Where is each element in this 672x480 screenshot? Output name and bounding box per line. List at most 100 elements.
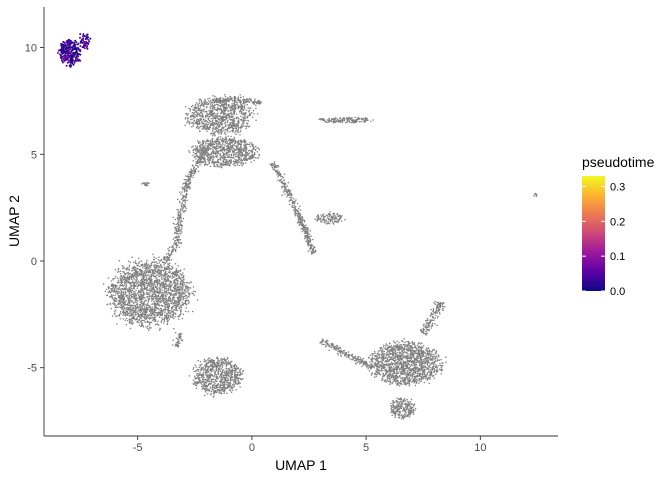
na-point bbox=[257, 147, 260, 150]
na-point bbox=[144, 310, 147, 312]
na-point bbox=[132, 316, 134, 318]
na-point bbox=[204, 367, 206, 370]
na-point bbox=[197, 105, 199, 108]
na-point bbox=[224, 141, 226, 144]
na-point bbox=[140, 324, 143, 327]
na-point bbox=[245, 156, 247, 158]
na-point bbox=[135, 284, 137, 287]
na-point bbox=[231, 389, 234, 391]
na-point bbox=[210, 374, 212, 376]
na-point bbox=[235, 126, 238, 128]
na-point bbox=[201, 120, 203, 123]
na-point bbox=[161, 282, 164, 284]
na-point bbox=[175, 279, 178, 281]
na-point bbox=[154, 312, 157, 314]
na-point bbox=[228, 141, 231, 144]
na-point bbox=[246, 143, 249, 145]
na-point bbox=[240, 107, 242, 110]
na-point bbox=[230, 366, 232, 368]
na-point bbox=[206, 149, 208, 151]
na-point bbox=[150, 314, 153, 317]
na-point bbox=[217, 166, 219, 168]
na-point bbox=[238, 377, 240, 379]
na-point bbox=[107, 277, 110, 279]
na-point bbox=[220, 150, 222, 152]
na-point bbox=[140, 306, 142, 309]
na-point bbox=[225, 133, 227, 136]
na-point bbox=[247, 110, 250, 113]
na-point bbox=[206, 371, 208, 373]
na-point bbox=[152, 319, 154, 321]
na-point bbox=[235, 371, 237, 373]
na-point bbox=[121, 303, 123, 306]
na-point bbox=[226, 106, 228, 109]
na-point bbox=[224, 156, 227, 158]
na-point bbox=[114, 277, 116, 279]
na-point bbox=[214, 155, 217, 158]
na-point bbox=[192, 109, 195, 111]
na-point bbox=[222, 381, 224, 383]
na-point bbox=[172, 310, 175, 313]
na-point bbox=[155, 261, 158, 263]
na-point bbox=[187, 117, 190, 119]
na-point bbox=[118, 302, 120, 305]
na-point bbox=[239, 368, 242, 370]
na-point bbox=[148, 297, 151, 300]
na-point bbox=[162, 275, 165, 278]
na-point bbox=[161, 312, 163, 314]
na-point bbox=[236, 151, 238, 154]
na-point bbox=[211, 367, 214, 370]
na-point bbox=[200, 143, 202, 146]
na-point bbox=[147, 293, 149, 296]
na-point bbox=[151, 278, 153, 281]
na-point bbox=[239, 146, 241, 149]
na-point bbox=[201, 102, 204, 105]
na-point bbox=[181, 287, 183, 290]
na-point bbox=[191, 118, 193, 121]
na-point bbox=[204, 144, 206, 147]
na-point bbox=[146, 267, 149, 269]
na-point bbox=[231, 126, 234, 129]
na-point bbox=[210, 360, 213, 362]
na-point bbox=[232, 130, 234, 133]
na-point bbox=[210, 133, 212, 135]
na-point bbox=[121, 264, 124, 267]
na-point bbox=[201, 122, 203, 125]
na-point bbox=[222, 116, 225, 118]
na-point bbox=[178, 275, 181, 278]
na-point bbox=[195, 384, 198, 387]
na-point bbox=[188, 375, 191, 377]
na-point bbox=[181, 282, 183, 285]
na-point bbox=[129, 272, 131, 275]
na-point bbox=[242, 163, 244, 165]
na-point bbox=[174, 281, 176, 284]
na-point bbox=[153, 288, 155, 291]
na-point bbox=[126, 276, 129, 278]
na-point bbox=[228, 149, 230, 152]
na-point bbox=[221, 372, 223, 374]
na-point bbox=[127, 279, 129, 281]
na-point bbox=[226, 160, 228, 163]
na-point bbox=[124, 304, 126, 306]
na-point bbox=[135, 296, 138, 299]
na-point bbox=[211, 110, 214, 112]
na-point bbox=[172, 272, 174, 274]
na-point bbox=[244, 115, 246, 118]
na-point bbox=[120, 292, 123, 295]
na-point bbox=[229, 376, 231, 378]
na-point bbox=[238, 151, 240, 154]
na-point bbox=[194, 375, 196, 377]
na-point bbox=[203, 103, 206, 105]
na-point bbox=[240, 378, 243, 381]
na-point bbox=[212, 396, 215, 398]
na-point bbox=[399, 370, 401, 373]
na-point bbox=[138, 321, 140, 324]
na-point bbox=[210, 363, 213, 366]
na-point bbox=[219, 146, 222, 149]
na-point bbox=[235, 133, 237, 136]
na-point bbox=[133, 268, 135, 270]
na-point bbox=[221, 366, 224, 368]
na-point bbox=[196, 368, 199, 371]
na-point bbox=[394, 372, 396, 375]
na-point bbox=[117, 269, 120, 271]
